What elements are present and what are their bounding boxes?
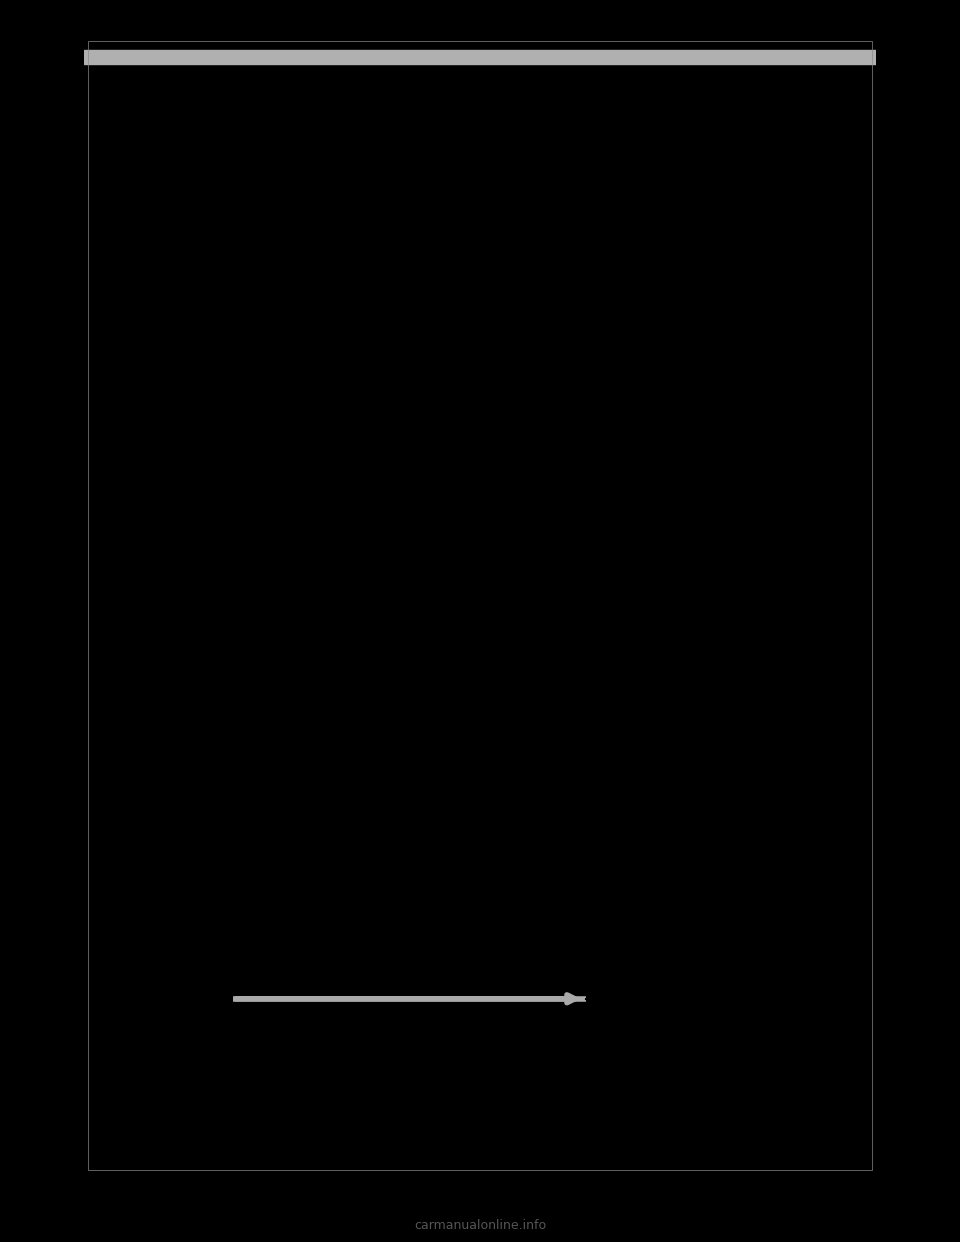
Text: The system is fully hydraulic, utilizing a tandem oil pump to supply pressure to: The system is fully hydraulic, utilizing… xyxy=(106,230,718,243)
Text: Pressure reservoir: Pressure reservoir xyxy=(608,963,729,976)
Text: The self-leveling suspension system is designed to maintain vehicle ride height : The self-leveling suspension system is d… xyxy=(106,184,701,199)
Text: suspension system and power steering system.: suspension system and power steering sys… xyxy=(106,246,435,260)
Text: Reservoir: Reservoir xyxy=(142,769,204,782)
Bar xyxy=(147,794,219,904)
Text: ven piston pump.  The earlier system using the electro-hydraulic pump will not b: ven piston pump. The earlier system usin… xyxy=(106,137,706,150)
Text: Level Control Systems: Level Control Systems xyxy=(102,1160,226,1170)
Text: cussed.: cussed. xyxy=(106,153,158,168)
Text: Pressure reservoir: Pressure reservoir xyxy=(608,794,729,807)
Text: 4: 4 xyxy=(102,1148,111,1161)
Text: Hydropneumatic Rear Leveling System: Hydropneumatic Rear Leveling System xyxy=(106,84,499,102)
Text: loaded conditions.: loaded conditions. xyxy=(106,201,233,215)
Text: Strut: Strut xyxy=(681,508,713,520)
Text: The system is installed on:: The system is installed on: xyxy=(106,274,291,288)
Text: •  E34 - Touring 525i and 530i: • E34 - Touring 525i and 530i xyxy=(152,334,359,348)
Text: •  E32 - 735 iL, 740iL and 750iL: • E32 - 735 iL, 740iL and 750iL xyxy=(152,304,371,318)
Text: Control valve: Control valve xyxy=(574,1048,662,1062)
Text: •  E38 - 740 iL and 750iL: • E38 - 740 iL and 750iL xyxy=(152,364,324,378)
Bar xyxy=(84,50,876,65)
Text: Tandem pump: Tandem pump xyxy=(198,1037,293,1049)
Bar xyxy=(586,981,620,1017)
Text: This module pertains to the hydropneumatic rear suspension system with the engin: This module pertains to the hydropneumat… xyxy=(106,119,725,133)
Text: Strut: Strut xyxy=(681,1062,713,1076)
Text: carmanualonline.info: carmanualonline.info xyxy=(414,1220,546,1232)
